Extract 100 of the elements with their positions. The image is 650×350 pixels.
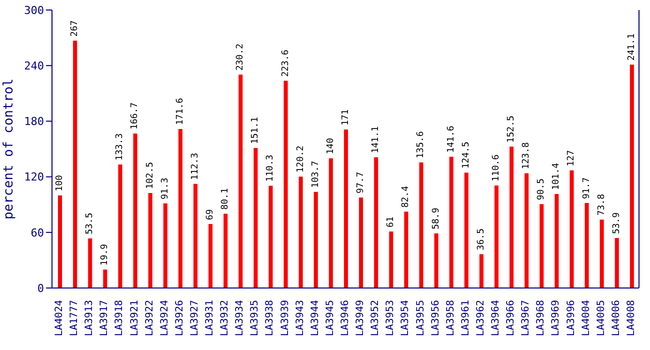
bar — [614, 238, 619, 288]
x-tick-label: LA3931 — [204, 300, 216, 336]
y-axis-title: percent of control — [2, 78, 17, 220]
x-tick-label: LA3938 — [264, 300, 276, 336]
data-label: 133.3 — [115, 133, 126, 160]
x-tick-label: LA3946 — [340, 300, 351, 336]
y-tick-label: 120 — [24, 170, 44, 184]
bar — [58, 195, 62, 288]
x-tick-label: LA3968 — [536, 300, 547, 336]
x-tick-label: LA3932 — [220, 300, 231, 336]
bar — [359, 197, 364, 288]
y-tick-label: 240 — [24, 60, 44, 73]
x-tick-label: LA3922 — [144, 300, 156, 336]
bar — [464, 172, 468, 288]
x-tick-label: LA4008 — [626, 300, 637, 336]
data-label: 166.7 — [130, 102, 140, 130]
x-tick-label: LA3917 — [99, 300, 110, 336]
data-label: 230.2 — [236, 44, 246, 71]
bar — [133, 134, 138, 288]
data-label: 135.6 — [416, 131, 426, 158]
x-tick-label: LA3956 — [430, 300, 442, 336]
x-tick-label: LA3924 — [159, 300, 170, 336]
bar — [540, 204, 544, 288]
data-label: 73.8 — [596, 194, 607, 216]
bar — [479, 254, 484, 288]
x-tick-label: LA3926 — [174, 300, 186, 336]
data-label: 141.1 — [371, 126, 382, 154]
bar — [494, 186, 498, 288]
x-tick-label: LA4024 — [54, 300, 66, 336]
x-tick-label: LA1777 — [69, 300, 80, 336]
bar — [73, 40, 78, 288]
bar — [178, 128, 182, 288]
bar — [208, 224, 213, 288]
x-tick-label: LA4004 — [580, 300, 592, 336]
bar — [238, 74, 243, 288]
data-label: 102.5 — [145, 162, 156, 190]
x-tick-label: LA3955 — [415, 300, 426, 336]
data-label: 124.5 — [461, 142, 472, 169]
x-tick-label: LA3949 — [355, 300, 366, 336]
data-label: 152.5 — [506, 116, 517, 143]
x-tick-label: LA3913 — [84, 300, 96, 336]
data-label: 110.3 — [266, 154, 276, 182]
data-label: 141.6 — [446, 126, 456, 153]
bar — [584, 203, 589, 288]
bar — [148, 193, 152, 288]
data-label: 151.1 — [250, 116, 261, 144]
bar — [268, 186, 273, 288]
bar — [254, 148, 258, 288]
data-label: 53.5 — [85, 212, 96, 234]
data-label: 82.4 — [401, 186, 412, 208]
x-tick-label: LA3939 — [280, 300, 291, 336]
x-tick-label: LA3967 — [520, 300, 532, 336]
data-label: 91.7 — [582, 177, 592, 200]
data-label: 127 — [566, 150, 577, 166]
bar — [344, 130, 348, 288]
data-label: 110.6 — [491, 154, 502, 182]
data-label: 80.1 — [220, 188, 231, 210]
x-tick-label: LA3996 — [566, 300, 577, 336]
data-label: 267 — [70, 20, 80, 37]
data-label: 53.9 — [612, 212, 622, 234]
x-tick-label: LA3964 — [490, 300, 502, 336]
x-tick-label: LA3966 — [506, 300, 517, 336]
bar — [404, 212, 408, 288]
bar — [284, 80, 288, 288]
bar — [600, 220, 604, 288]
data-label: 19.9 — [100, 244, 110, 266]
x-tick-label: LA3934 — [234, 300, 246, 336]
data-label: 100 — [55, 175, 65, 192]
bar — [434, 233, 438, 288]
bar — [118, 164, 122, 288]
x-tick-label: LA3944 — [310, 300, 321, 336]
data-label: 91.3 — [160, 178, 170, 200]
data-label: 140 — [326, 138, 336, 154]
x-tick-label: LA3945 — [324, 300, 336, 336]
data-label: 171.6 — [175, 98, 186, 125]
bar — [193, 184, 198, 288]
x-tick-label: LA3943 — [294, 300, 306, 336]
data-label: 58.9 — [431, 208, 442, 230]
bar — [328, 158, 333, 288]
bar — [510, 146, 514, 288]
data-label: 36.5 — [476, 228, 486, 250]
data-label: 123.8 — [522, 142, 532, 170]
data-label: 97.7 — [356, 172, 366, 194]
data-label: 69 — [206, 209, 216, 220]
data-label: 223.6 — [280, 50, 291, 77]
x-tick-label: LA3953 — [385, 300, 396, 336]
x-tick-label: LA3969 — [550, 300, 562, 336]
bar — [449, 156, 454, 288]
y-tick-label: 0 — [37, 282, 44, 295]
x-tick-label: LA3918 — [114, 300, 126, 336]
y-tick-label: 180 — [24, 115, 44, 128]
x-tick-label: LA3961 — [460, 300, 472, 336]
bar — [103, 270, 108, 288]
data-label: 171 — [340, 109, 351, 126]
bar — [314, 192, 318, 288]
y-tick-label: 300 — [24, 4, 44, 17]
x-tick-label: LA3954 — [400, 300, 412, 336]
bar — [389, 231, 394, 288]
bar — [298, 176, 303, 288]
data-label: 90.5 — [536, 178, 547, 200]
